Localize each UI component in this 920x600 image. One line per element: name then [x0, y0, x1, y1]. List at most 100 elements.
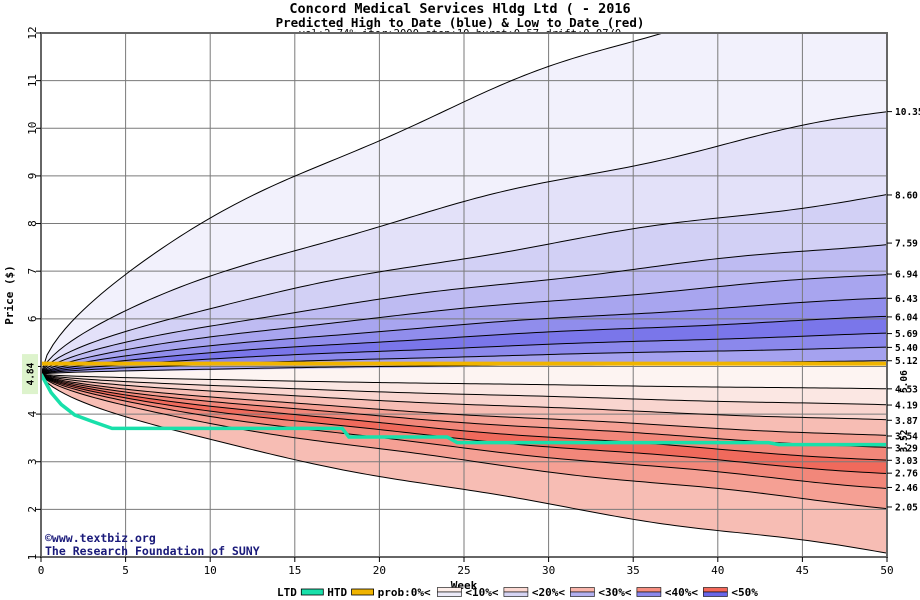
right-axis-value-label: 6.04	[895, 312, 918, 323]
y-axis-tick-label: 6	[26, 316, 39, 323]
chart-subtitle: Predicted High to Date (blue) & Low to D…	[275, 15, 645, 30]
low-probability-band	[41, 374, 887, 489]
high-contour-line	[41, 332, 887, 375]
start-price-label: 4.84	[26, 362, 37, 385]
high-contour-line	[41, 194, 887, 375]
legend-swatch-high	[437, 591, 462, 597]
y-axis-tick-label: 9	[26, 173, 39, 180]
x-axis-tick-label: 45	[796, 564, 809, 577]
right-axis-value-label: 2.46	[895, 483, 918, 494]
y-axis-title: Price ($)	[3, 265, 16, 325]
low-probability-band	[41, 374, 887, 474]
right-axis-value-label: 2.76	[895, 469, 918, 480]
chart-title: Concord Medical Services Hldg Ltd ( - 20…	[289, 1, 631, 17]
right-axis-value-label: 4.53	[895, 384, 918, 395]
y-axis-tick-label: 11	[26, 74, 39, 87]
legend-swatch-low	[703, 587, 728, 593]
right-axis-value-label: 8.60	[895, 190, 918, 201]
start-price-highlight	[22, 354, 38, 395]
right-axis-value-label: 2.05	[895, 502, 918, 513]
low-contour-line	[41, 373, 887, 475]
legend-swatch-high	[636, 591, 662, 597]
legend-item-swatch	[503, 587, 529, 597]
htd-value-label: 5.06	[899, 370, 910, 393]
legend-item-label: prob:0%<	[378, 586, 431, 599]
x-axis-tick-label: 20	[373, 564, 386, 577]
legend-swatch-low	[570, 587, 595, 593]
right-axis-value-label: 5.40	[895, 343, 918, 354]
low-contour-line	[41, 373, 887, 448]
foundation-line: The Research Foundation of SUNY	[45, 544, 260, 558]
low-contour-line	[41, 373, 887, 489]
right-axis-value-label: 6.94	[895, 270, 918, 281]
low-probability-band	[41, 374, 887, 461]
x-axis-tick-label: 50	[880, 564, 893, 577]
x-axis-tick-label: 15	[288, 564, 301, 577]
legend-item-label: <10%<	[465, 586, 498, 599]
legend-htd-swatch	[351, 588, 375, 596]
right-axis-value-label: 3.87	[895, 416, 918, 427]
right-axis-value-label: 3.03	[895, 456, 918, 467]
legend-item-label: <30%<	[598, 586, 631, 599]
legend-swatch-high	[570, 591, 595, 597]
y-axis-tick-label: 12	[26, 26, 39, 39]
high-contour-line	[41, 297, 887, 375]
legend-swatch-high	[703, 591, 728, 597]
high-contour-line	[41, 111, 887, 375]
low-contour-line	[41, 373, 887, 510]
x-axis-tick-label: 35	[627, 564, 640, 577]
high-contour-line	[41, 274, 887, 375]
legend-item-label: <40%<	[665, 586, 698, 599]
low-contour-line	[41, 373, 887, 421]
legend-item-label: <50%	[731, 586, 758, 599]
right-axis-value-label: 5.12	[895, 356, 918, 367]
x-axis-tick-label: 10	[204, 564, 217, 577]
high-probability-band	[41, 244, 887, 375]
right-axis-value-label: 3.54	[895, 432, 918, 443]
y-axis-tick-label: 10	[26, 122, 39, 135]
x-axis-tick-label: 25	[457, 564, 470, 577]
right-axis-value-label: 10.35	[895, 107, 920, 118]
y-axis-tick-label: 1	[26, 554, 39, 561]
legend-item-label: <20%<	[532, 586, 565, 599]
low-probability-band	[41, 374, 887, 448]
high-contour-line	[41, 244, 887, 375]
y-axis-tick-label: 4	[26, 410, 39, 417]
x-axis-tick-label: 0	[38, 564, 45, 577]
legend-swatch-low	[503, 587, 529, 593]
low-contour-line	[41, 373, 887, 390]
plot-content	[41, 33, 887, 557]
x-axis-tick-label: 40	[711, 564, 724, 577]
legend-item-swatch	[437, 587, 462, 597]
high-contour-line	[41, 315, 887, 375]
low-probability-band	[41, 374, 887, 509]
ltd-line	[41, 373, 887, 447]
legend-swatch-low	[636, 587, 662, 593]
y-axis-tick-label: 3	[26, 458, 39, 465]
low-contour-line	[41, 373, 887, 436]
right-axis-value-label: 4.19	[895, 401, 918, 412]
right-axis-value-label: 3.29	[895, 443, 918, 454]
copyright-line: ©www.textbiz.org	[45, 531, 156, 545]
low-contour-line	[41, 373, 887, 554]
y-axis-tick-label: 2	[26, 506, 39, 513]
legend-item-swatch	[636, 587, 662, 597]
right-axis-value-label: 5.69	[895, 329, 918, 340]
low-contour-line	[41, 373, 887, 461]
x-axis-tick-label: 30	[542, 564, 555, 577]
low-contour-line	[41, 373, 887, 406]
y-axis-tick-label: 7	[26, 268, 39, 275]
legend-swatch-low	[437, 587, 462, 593]
right-axis-value-label: 6.43	[895, 294, 918, 305]
legend-ltd-swatch	[300, 588, 324, 596]
high-contour-line	[41, 33, 665, 375]
y-axis-tick-label: 8	[26, 220, 39, 227]
high-probability-band	[41, 33, 887, 375]
legend-item-swatch	[570, 587, 595, 597]
legend-swatch-high	[503, 591, 529, 597]
right-axis-value-label: 7.59	[895, 239, 918, 250]
legend-htd-label: HTD	[327, 586, 347, 599]
legend-item-swatch	[703, 587, 728, 597]
